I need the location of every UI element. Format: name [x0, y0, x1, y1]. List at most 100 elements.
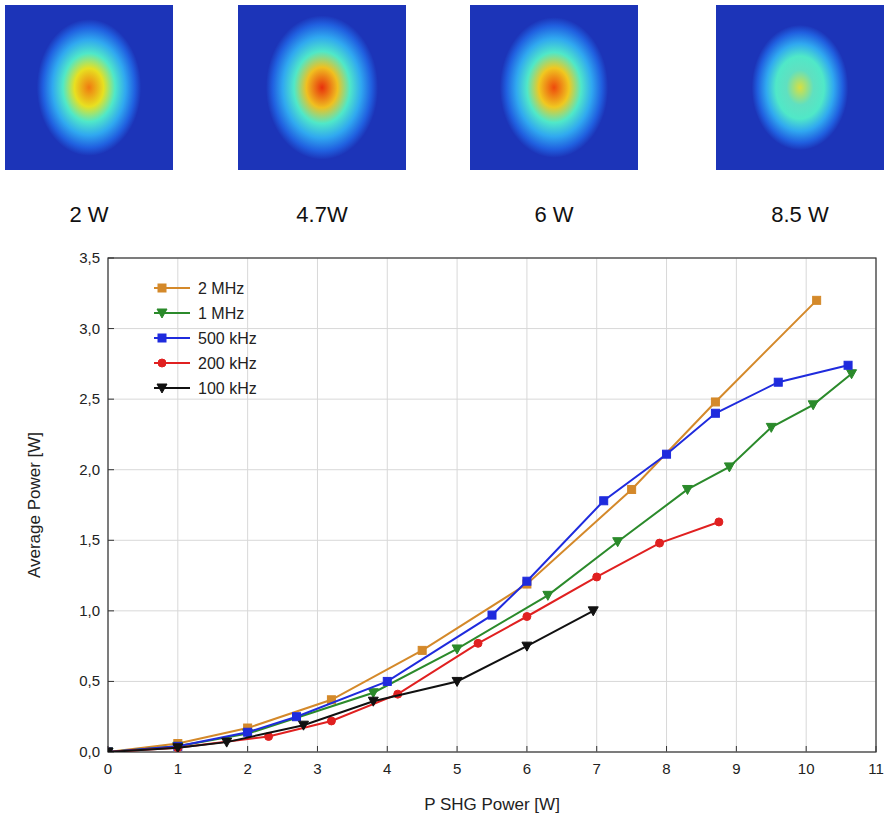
data-point	[222, 738, 232, 747]
data-point	[293, 713, 301, 721]
tick-label: 10	[798, 760, 815, 777]
legend-marker	[158, 359, 166, 367]
data-point	[108, 748, 112, 752]
plot-frame	[108, 258, 876, 752]
tick-mark	[247, 746, 248, 752]
y-axis-title: Average Power [W]	[25, 432, 44, 578]
data-point	[774, 378, 782, 386]
figure: 2 W4.7W6 W8.5 W012345678910110,00,51,01,…	[0, 0, 896, 832]
tick-label: 3	[313, 760, 321, 777]
tick-label: 1,5	[79, 531, 100, 548]
tick-label: 1	[174, 760, 182, 777]
data-point	[663, 450, 671, 458]
tick-label: 3,5	[79, 249, 100, 266]
tick-label: 0	[104, 760, 112, 777]
data-point	[452, 677, 462, 686]
series-line	[108, 300, 817, 752]
beam-background	[470, 5, 638, 170]
data-point	[173, 744, 183, 752]
tick-label: 6	[523, 760, 531, 777]
tick-mark	[108, 328, 114, 329]
data-point	[847, 370, 857, 379]
data-point	[711, 409, 719, 417]
axes: 012345678910110,00,51,01,52,02,53,03,5	[79, 249, 884, 777]
data-point	[523, 613, 531, 621]
tick-label: 9	[732, 760, 740, 777]
legend: 2 MHz 1 MHz 500 kHz 200 kHz 100 kHz	[154, 280, 257, 397]
data-point	[628, 485, 636, 493]
data-point	[327, 717, 335, 725]
grid-line	[108, 328, 876, 329]
tick-label: 8	[662, 760, 670, 777]
data-point	[844, 361, 852, 369]
data-point	[474, 639, 482, 647]
data-point	[613, 538, 623, 547]
data-point	[108, 748, 112, 752]
series-line	[108, 522, 719, 752]
grid-line	[736, 258, 737, 752]
data-point	[418, 646, 426, 654]
grid-line	[596, 258, 597, 752]
tick-mark	[806, 746, 807, 752]
tick-label: 0,0	[79, 743, 100, 760]
beam-spot	[752, 25, 849, 150]
tick-mark	[387, 746, 388, 752]
tick-label: 2,5	[79, 390, 100, 407]
tick-mark	[108, 681, 114, 682]
legend-label: 100 kHz	[198, 380, 257, 397]
plot-background	[108, 258, 876, 752]
data-point	[766, 423, 776, 432]
tick-label: 2,0	[79, 461, 100, 478]
legend-label: 1 MHz	[198, 305, 244, 322]
series-line	[108, 611, 593, 752]
grid-line	[108, 540, 876, 541]
data-point	[593, 573, 601, 581]
beam-background	[716, 5, 884, 170]
grid-line	[526, 258, 527, 752]
tick-mark	[736, 746, 737, 752]
tick-mark	[108, 540, 114, 541]
beam-background	[5, 5, 173, 170]
tick-label: 1,0	[79, 602, 100, 619]
data-point	[711, 398, 719, 406]
beam-spot	[500, 17, 608, 157]
data-point	[523, 577, 531, 585]
data-point	[488, 611, 496, 619]
tick-mark	[666, 746, 667, 752]
beam-label: 2 W	[69, 202, 108, 227]
data-point	[588, 607, 598, 616]
data-point	[715, 518, 723, 526]
beam-label: 4.7W	[296, 202, 348, 227]
tick-mark	[108, 399, 114, 400]
tick-mark	[526, 746, 527, 752]
data-point	[298, 721, 308, 730]
series-line	[108, 374, 852, 752]
legend-label: 2 MHz	[198, 280, 244, 297]
legend-marker	[157, 309, 167, 318]
tick-label: 2	[243, 760, 251, 777]
beam-label: 8.5 W	[771, 202, 829, 227]
legend-marker	[158, 284, 166, 292]
series-line	[108, 365, 848, 752]
data-point	[600, 497, 608, 505]
legend-marker	[157, 384, 167, 393]
grid-line	[108, 681, 876, 682]
data-point	[452, 645, 462, 654]
legend-label: 500 kHz	[198, 330, 257, 347]
data-point	[108, 748, 113, 752]
legend-label: 200 kHz	[198, 355, 257, 372]
data-point	[108, 748, 112, 752]
tick-mark	[108, 469, 114, 470]
data-point	[383, 677, 391, 685]
tick-label: 5	[453, 760, 461, 777]
data-point	[522, 642, 532, 651]
data-point	[244, 728, 252, 736]
beam-label: 6 W	[534, 202, 573, 227]
tick-label: 3,0	[79, 320, 100, 337]
tick-mark	[108, 610, 114, 611]
grid-line	[108, 469, 876, 470]
data-point	[543, 591, 553, 600]
tick-mark	[596, 746, 597, 752]
beam-background	[238, 5, 406, 170]
beam-spot	[37, 19, 141, 156]
